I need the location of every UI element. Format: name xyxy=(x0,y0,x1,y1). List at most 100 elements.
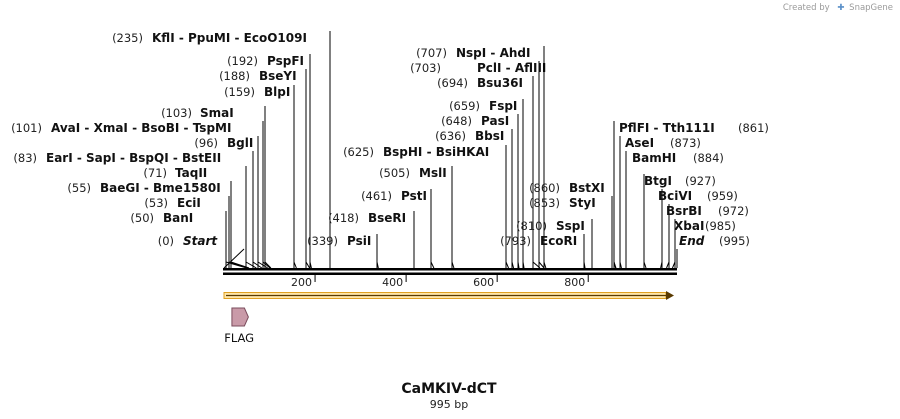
site-position: (53) xyxy=(144,196,168,210)
cut-leader-pasi xyxy=(517,261,520,269)
site-sspi[interactable]: (810) SspI xyxy=(516,219,593,268)
site-position: (884) xyxy=(693,151,724,165)
site-fspi[interactable]: (659) FspI xyxy=(449,99,525,269)
site-bcivi[interactable]: BciVI (959) xyxy=(658,189,738,269)
enzyme-name: BseRI xyxy=(368,211,406,225)
site-nspi[interactable]: (707) NspI - AhdI xyxy=(416,46,547,269)
snapgene-credit: Created by ✚ SnapGene xyxy=(783,3,893,13)
enzyme-name: BseYI xyxy=(259,69,297,83)
site-msli[interactable]: (505) MslI xyxy=(379,166,455,269)
site-position: (703) xyxy=(410,61,441,75)
site-start[interactable]: (0) Start xyxy=(158,234,245,269)
enzyme-name: EciI xyxy=(177,196,201,210)
site-position: (55) xyxy=(67,181,91,195)
axis-ticks: 200 400 600 800 xyxy=(291,275,589,289)
site-position: (188) xyxy=(219,69,250,83)
cut-leader-blpi xyxy=(293,261,297,269)
site-position: (972) xyxy=(718,204,749,218)
site-baegi[interactable]: (55) BaeGI - Bme1580I xyxy=(67,181,250,269)
site-end[interactable]: End (995) xyxy=(676,234,750,268)
cut-leader-bbsi xyxy=(511,261,515,269)
cut-leader-smai xyxy=(264,261,272,269)
enzyme-name: End xyxy=(679,234,705,248)
cut-leader-btgi xyxy=(643,261,647,269)
cut-leader-eari xyxy=(252,261,263,269)
site-position: (235) xyxy=(112,31,143,45)
enzyme-name: NspI - AhdI xyxy=(456,46,530,60)
site-blpi[interactable]: (159) BlpI xyxy=(224,85,297,269)
site-ecii[interactable]: (53) EciI xyxy=(144,196,249,269)
site-btgi[interactable]: BtgI (927) xyxy=(643,174,716,269)
plasmid-size: 995 bp xyxy=(430,398,468,411)
enzyme-name: PsiI xyxy=(347,234,371,248)
credit-brand: SnapGene xyxy=(849,3,893,13)
site-position: (873) xyxy=(670,136,701,150)
cut-leader-pcli xyxy=(538,261,545,269)
site-position: (83) xyxy=(13,151,37,165)
backbone-bottom-strand xyxy=(223,272,677,275)
site-position: (96) xyxy=(194,136,218,150)
end-leader-start xyxy=(223,248,245,269)
orf-arrow[interactable] xyxy=(223,291,674,300)
site-position: (0) xyxy=(158,234,174,248)
site-asei[interactable]: AseI (873) xyxy=(619,136,701,269)
enzyme-name: PstI xyxy=(401,189,427,203)
site-position: (860) xyxy=(529,181,560,195)
site-bseri[interactable]: (418) BseRI xyxy=(328,211,415,268)
cut-leader-pflfi xyxy=(613,261,617,269)
enzyme-name: AseI xyxy=(625,136,654,150)
enzyme-name: TaqII xyxy=(175,166,207,180)
tick-600: 600 xyxy=(473,275,498,289)
enzyme-name: BtgI xyxy=(644,174,672,188)
cut-leader-bseyi xyxy=(305,261,311,269)
orf-arrowhead-icon xyxy=(666,291,674,300)
site-bbsi[interactable]: (636) BbsI xyxy=(435,129,515,269)
site-position: (50) xyxy=(130,211,154,225)
site-position: (995) xyxy=(719,234,750,248)
site-pspfi[interactable]: (192) PspFI xyxy=(227,54,312,269)
site-taqii[interactable]: (71) TaqII xyxy=(143,166,257,269)
site-xbai[interactable]: XbaI (985) xyxy=(671,219,736,269)
enzyme-name: EarI - SapI - BspQI - BstEII xyxy=(46,151,221,165)
tick-label: 400 xyxy=(382,276,403,289)
site-position: (636) xyxy=(435,129,466,143)
site-bsrbi[interactable]: BsrBI (972) xyxy=(666,204,749,269)
enzyme-name: BstXI xyxy=(569,181,605,195)
site-psti[interactable]: (461) PstI xyxy=(361,189,435,269)
site-ecori[interactable]: (793) EcoRI xyxy=(500,234,586,269)
site-bseyi[interactable]: (188) BseYI xyxy=(219,69,311,269)
enzyme-name: PflFI - Tth111I xyxy=(619,121,715,135)
cut-leader-psti xyxy=(430,261,435,269)
site-pflfi[interactable]: PflFI - Tth111I (861) xyxy=(613,121,769,269)
site-bgli[interactable]: (96) BglI xyxy=(194,136,268,269)
tick-400: 400 xyxy=(382,275,407,289)
site-position: (339) xyxy=(307,234,338,248)
cut-leader-taqii xyxy=(245,261,257,269)
site-position: (461) xyxy=(361,189,392,203)
site-pcli[interactable]: (703) PclI - AflIII xyxy=(410,61,546,269)
site-pasi[interactable]: (648) PasI xyxy=(441,114,520,269)
site-smai[interactable]: (103) SmaI xyxy=(161,106,272,269)
enzyme-name: PspFI xyxy=(267,54,304,68)
site-position: (192) xyxy=(227,54,258,68)
site-avai[interactable]: (101) AvaI - XmaI - BsoBI - TspMI xyxy=(11,121,271,269)
tick-800: 800 xyxy=(564,275,589,289)
enzyme-name: BsrBI xyxy=(666,204,702,218)
site-bsphi[interactable]: (625) BspHI - BsiHKAI xyxy=(343,145,510,269)
site-bamhi[interactable]: BamHI (884) xyxy=(625,151,724,268)
site-kfli[interactable]: (235) KflI - PpuMI - EcoO109I xyxy=(112,31,331,268)
cut-leader-bsrbi xyxy=(666,261,670,269)
cut-leader-xbai xyxy=(671,261,676,269)
site-position: (707) xyxy=(416,46,447,60)
site-styi[interactable]: (853) StyI xyxy=(529,196,613,268)
enzyme-name: SspI xyxy=(556,219,585,233)
feature-flag[interactable]: FLAG xyxy=(224,307,254,345)
enzyme-name: Bsu36I xyxy=(477,76,523,90)
enzyme-name: EcoRI xyxy=(540,234,577,248)
site-psii[interactable]: (339) PsiI xyxy=(307,234,379,269)
site-eari[interactable]: (83) EarI - SapI - BspQI - BstEII xyxy=(13,151,263,269)
cut-leader-ecori xyxy=(583,261,586,269)
cut-leader-avai xyxy=(262,261,271,269)
credit-prefix: Created by xyxy=(783,3,830,13)
